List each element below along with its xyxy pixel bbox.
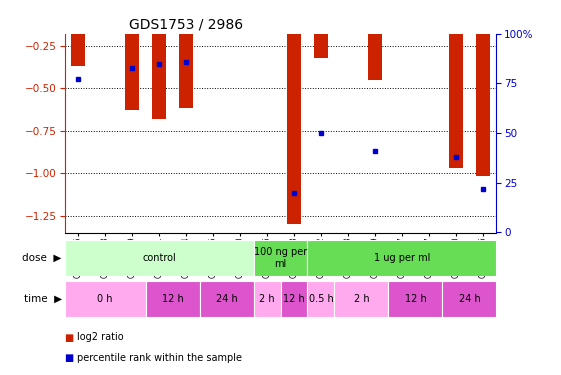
Text: log2 ratio: log2 ratio [77, 333, 123, 342]
Bar [145, 281, 200, 317]
Text: ■: ■ [65, 353, 73, 363]
Text: 0.5 h: 0.5 h [309, 294, 333, 304]
Text: 2 h: 2 h [259, 294, 275, 304]
Text: 24 h: 24 h [458, 294, 480, 304]
Bar [200, 281, 254, 317]
Bar [334, 281, 389, 317]
Text: time  ▶: time ▶ [24, 294, 62, 304]
Text: GDS1753 / 2986: GDS1753 / 2986 [129, 17, 243, 31]
Text: dose  ▶: dose ▶ [22, 253, 62, 263]
Text: 12 h: 12 h [404, 294, 426, 304]
Bar [65, 281, 145, 317]
Bar [178, 3, 194, 108]
Bar [307, 281, 334, 317]
Bar [254, 281, 280, 317]
Bar [280, 281, 307, 317]
Text: 100 ng per
ml: 100 ng per ml [254, 247, 307, 268]
Text: 1 ug per ml: 1 ug per ml [374, 253, 430, 263]
Bar [449, 3, 463, 168]
Bar [65, 240, 254, 276]
Bar [314, 3, 328, 57]
Bar [367, 3, 383, 80]
Text: 0 h: 0 h [97, 294, 113, 304]
Bar [388, 281, 443, 317]
Bar [476, 3, 490, 177]
Bar [287, 3, 301, 224]
Text: 24 h: 24 h [215, 294, 237, 304]
Bar [443, 281, 496, 317]
Bar [254, 240, 307, 276]
Text: 12 h: 12 h [283, 294, 305, 304]
Text: 2 h: 2 h [353, 294, 369, 304]
Text: 12 h: 12 h [162, 294, 183, 304]
Text: control: control [142, 253, 176, 263]
Bar [71, 3, 85, 66]
Text: percentile rank within the sample: percentile rank within the sample [77, 353, 242, 363]
Text: ■: ■ [65, 333, 73, 342]
Bar [307, 240, 496, 276]
Bar [125, 3, 140, 110]
Bar [151, 3, 167, 118]
